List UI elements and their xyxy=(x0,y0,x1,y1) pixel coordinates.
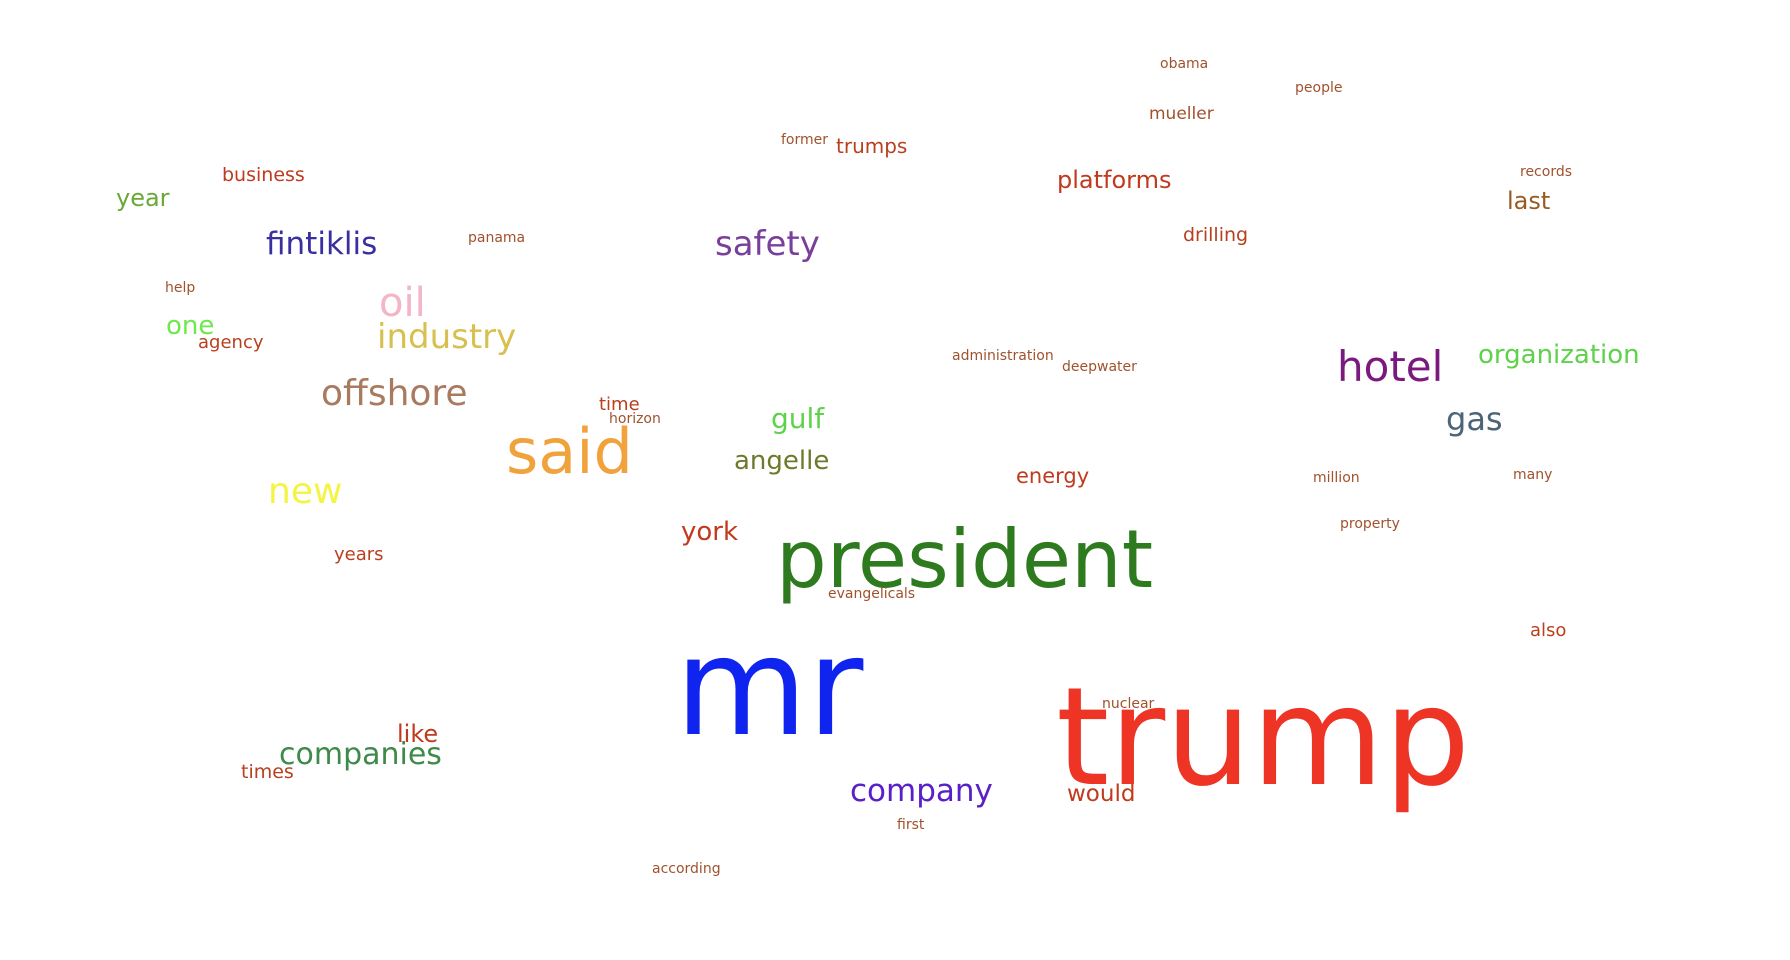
word-energy: energy xyxy=(1016,464,1090,488)
word-companies: companies xyxy=(279,737,442,772)
word-former: former xyxy=(781,132,829,148)
word-organization: organization xyxy=(1478,340,1640,370)
word-one: one xyxy=(166,311,215,341)
word-panama: panama xyxy=(468,230,526,246)
word-people: people xyxy=(1295,80,1343,96)
word-trump: trump xyxy=(1056,659,1471,817)
word-time: time xyxy=(599,394,640,415)
word-like: like xyxy=(397,720,439,748)
word-million: million xyxy=(1313,470,1360,486)
word-said: said xyxy=(506,415,633,488)
word-first: first xyxy=(897,817,925,833)
word-times: times xyxy=(241,761,294,783)
word-mueller: mueller xyxy=(1149,104,1214,124)
word-horizon: horizon xyxy=(609,411,661,427)
word-last: last xyxy=(1507,187,1551,215)
word-trumps: trumps xyxy=(836,134,908,158)
word-angelle: angelle xyxy=(734,446,830,476)
word-drilling: drilling xyxy=(1183,224,1249,246)
word-deepwater: deepwater xyxy=(1062,359,1137,375)
word-new: new xyxy=(268,471,343,512)
word-gulf: gulf xyxy=(771,402,825,435)
word-oil: oil xyxy=(379,280,426,326)
word-records: records xyxy=(1520,164,1573,180)
word-would: would xyxy=(1067,781,1136,807)
word-president: president xyxy=(776,513,1154,606)
word-nuclear: nuclear xyxy=(1102,696,1155,712)
word-fintiklis: fintiklis xyxy=(266,226,378,262)
word-gas: gas xyxy=(1446,400,1503,438)
word-company: company xyxy=(850,773,993,809)
word-property: property xyxy=(1340,516,1400,532)
word-many: many xyxy=(1513,467,1553,483)
word-mr: mr xyxy=(675,609,864,767)
word-according: according xyxy=(652,861,721,877)
word-year: year xyxy=(116,184,170,212)
word-safety: safety xyxy=(715,224,820,264)
word-offshore: offshore xyxy=(321,373,468,414)
word-platforms: platforms xyxy=(1057,166,1172,194)
word-years: years xyxy=(334,544,384,565)
word-obama: obama xyxy=(1160,56,1209,72)
word-industry: industry xyxy=(377,317,517,357)
word-help: help xyxy=(165,280,196,296)
word-evangelicals: evangelicals xyxy=(828,586,916,602)
word-business: business xyxy=(222,164,305,186)
word-administration: administration xyxy=(952,348,1054,364)
word-york: york xyxy=(681,517,739,547)
word-agency: agency xyxy=(198,332,264,353)
word-also: also xyxy=(1530,620,1567,641)
word-hotel: hotel xyxy=(1337,342,1444,391)
